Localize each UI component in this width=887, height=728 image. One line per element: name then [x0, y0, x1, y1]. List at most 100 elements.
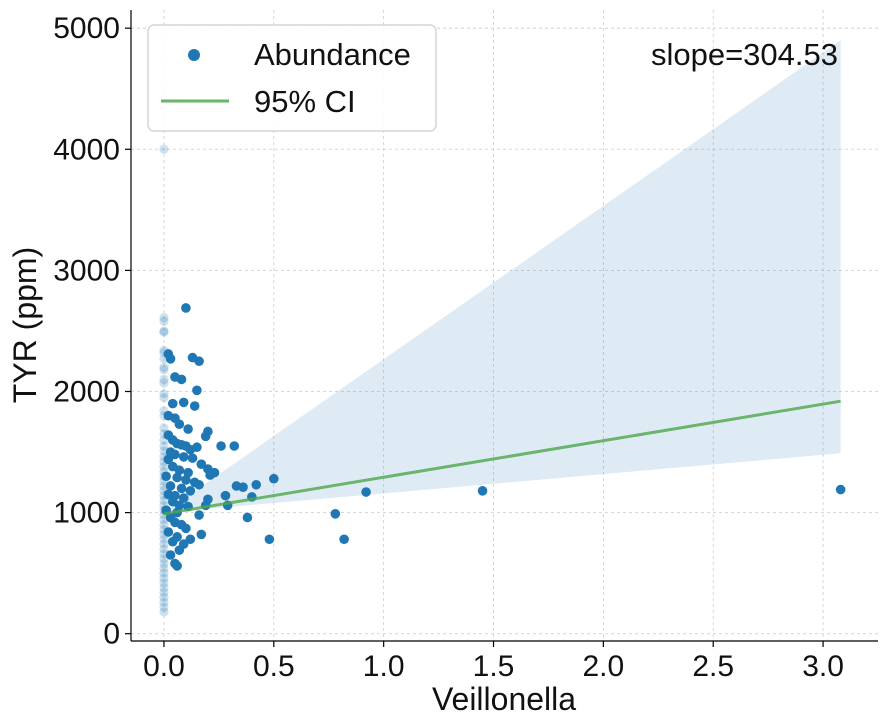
legend: Abundance 95% CI — [147, 24, 437, 132]
data-point — [187, 453, 198, 463]
legend-label-ci: 95% CI — [254, 84, 356, 119]
data-point — [205, 470, 215, 480]
data-point — [194, 356, 204, 367]
data-point — [178, 397, 189, 408]
x-tick-label: 0.0 — [143, 650, 185, 683]
data-point — [835, 484, 846, 495]
slope-annotation: slope=304.53 — [651, 37, 838, 72]
faded-data-point — [159, 544, 169, 554]
x-tick-label: 0.5 — [253, 650, 295, 683]
data-point — [339, 534, 349, 545]
data-point — [165, 354, 176, 364]
data-point — [192, 442, 202, 453]
faded-data-point — [159, 481, 169, 491]
data-point — [161, 471, 171, 482]
faded-data-point — [159, 534, 169, 544]
data-point — [216, 441, 226, 451]
data-point — [165, 550, 176, 560]
faded-data-point — [159, 563, 169, 573]
y-tick-label: 0 — [103, 618, 120, 651]
data-point — [196, 459, 207, 469]
data-point — [178, 452, 189, 462]
data-point — [238, 482, 248, 492]
axes — [130, 10, 878, 642]
faded-data-point — [159, 597, 169, 607]
data-point — [174, 500, 185, 511]
x-ticks: 0.0 0.5 1.0 1.5 2.0 2.5 3.0 — [143, 641, 844, 683]
faded-data-point — [159, 539, 169, 549]
faded-data-point — [159, 592, 169, 602]
data-point — [176, 374, 187, 385]
x-tick-label: 2.5 — [692, 650, 734, 683]
data-point — [174, 465, 185, 476]
faded-data-point — [159, 583, 169, 593]
data-point — [170, 449, 180, 460]
data-point — [200, 431, 211, 442]
fit-line — [163, 399, 841, 516]
legend-label-abundance: Abundance — [254, 37, 411, 72]
data-point — [183, 424, 193, 434]
faded-data-point — [159, 389, 169, 399]
x-tick-label: 1.0 — [363, 650, 405, 683]
faded-data-point — [159, 423, 169, 433]
faded-data-point — [159, 602, 169, 612]
faded-data-point — [159, 362, 169, 372]
y-ticks: 0 1000 2000 3000 4000 5000 — [53, 12, 131, 651]
legend-frame — [147, 24, 437, 132]
data-point — [330, 509, 341, 519]
data-point — [251, 479, 262, 490]
data-point — [264, 534, 275, 545]
faded-data-point — [159, 573, 169, 583]
faded-data-point — [159, 374, 169, 384]
x-tick-label: 2.0 — [583, 650, 625, 683]
y-tick-label: 3000 — [53, 254, 120, 287]
y-tick-label: 2000 — [53, 376, 120, 409]
data-point — [165, 481, 176, 491]
faded-data-point — [159, 313, 169, 323]
data-point — [185, 534, 196, 545]
faded-data-point — [159, 144, 169, 154]
x-axis-label: Veillonella — [432, 681, 576, 717]
data-point — [163, 454, 174, 465]
faded-data-point — [159, 568, 169, 578]
faded-data-point — [159, 365, 169, 375]
data-point — [242, 512, 253, 523]
x-tick-label: 3.0 — [802, 650, 844, 683]
data-point — [196, 529, 207, 540]
legend-marker-abundance — [188, 49, 200, 61]
faded-data-point — [159, 558, 169, 569]
data-point — [181, 303, 191, 313]
fit-line-layer — [163, 399, 841, 516]
data-point — [174, 545, 185, 555]
y-axis-label: TYR (ppm) — [7, 247, 43, 403]
y-tick-label: 5000 — [53, 12, 120, 45]
data-point — [167, 536, 178, 547]
data-point — [183, 467, 193, 478]
points-layer — [161, 303, 846, 571]
faded-data-point — [159, 578, 169, 588]
data-point — [229, 441, 240, 451]
data-point — [176, 483, 187, 494]
faded-data-point — [159, 520, 169, 530]
x-tick-label: 1.5 — [473, 650, 515, 683]
data-point — [189, 401, 200, 411]
data-point — [361, 487, 371, 497]
data-point — [194, 479, 204, 490]
y-tick-label: 4000 — [53, 133, 120, 166]
data-point — [172, 561, 182, 571]
data-point — [172, 472, 182, 483]
faded-data-point — [159, 378, 169, 388]
faded-data-point — [159, 327, 169, 337]
data-point — [194, 510, 204, 520]
data-point — [477, 486, 488, 496]
faded-data-point — [159, 326, 169, 336]
ci-band — [163, 40, 841, 513]
data-point — [181, 523, 191, 534]
grid-lines — [131, 10, 878, 641]
ci-band-layer — [163, 40, 841, 513]
data-point — [185, 486, 196, 496]
faded-data-point — [159, 587, 169, 598]
data-point — [167, 398, 178, 409]
faded-data-point — [159, 607, 169, 617]
faded-data-point — [159, 316, 169, 326]
